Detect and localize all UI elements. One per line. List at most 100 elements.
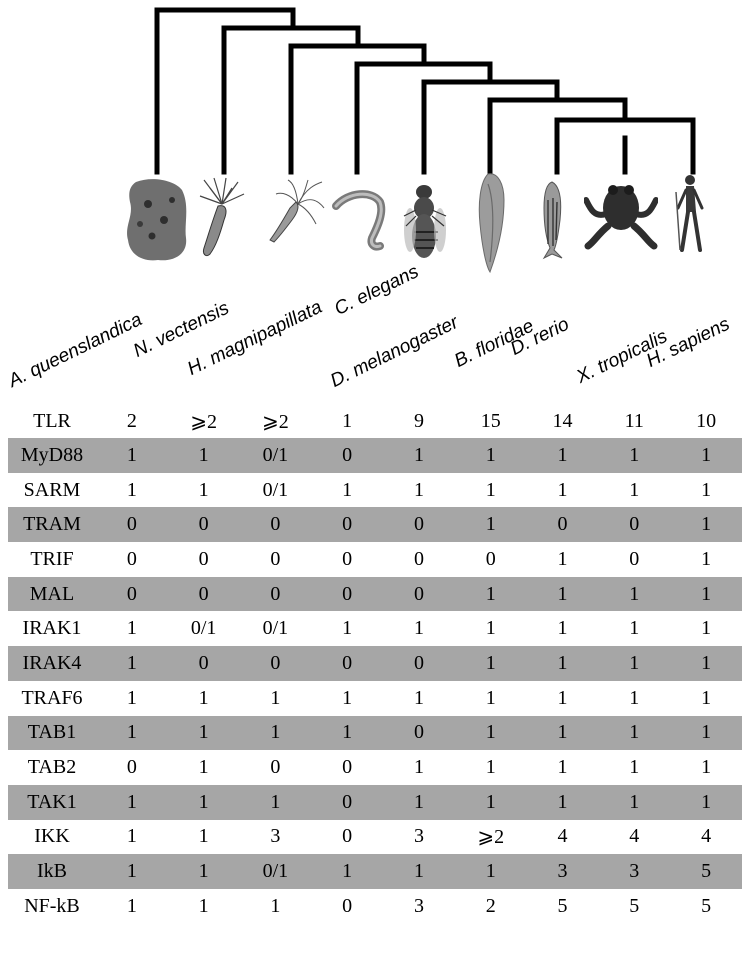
- gene-count-cell: 1: [701, 617, 712, 640]
- gene-name-cell: MAL: [8, 576, 96, 612]
- gene-count-cell: 1: [454, 784, 527, 820]
- gene-count-cell: 1: [526, 438, 599, 473]
- species-label: A. queenslandica: [5, 309, 146, 392]
- tree-branch: [154, 7, 296, 175]
- gene-count-cell: 0: [342, 894, 353, 917]
- tree-branch: [421, 79, 560, 175]
- gene-count-cell: 5: [701, 894, 712, 917]
- gene-name-cell: TLR: [33, 409, 71, 432]
- gene-count-cell: 0: [311, 576, 384, 612]
- gene-count-cell: 1: [383, 854, 455, 889]
- gene-count-cell: 1: [701, 756, 712, 779]
- gene-count-cell: 1: [629, 686, 640, 709]
- gene-count-cell: 0/1: [190, 617, 217, 640]
- gene-count-cell: 14: [552, 409, 573, 432]
- gene-count-cell: 1: [557, 478, 568, 501]
- gene-count-cell: 0: [270, 547, 281, 570]
- species-label: C. elegans: [331, 261, 423, 320]
- gene-count-cell: 1: [383, 438, 455, 473]
- gene-count-cell: 0: [167, 646, 240, 681]
- gene-count-cell: 1: [485, 756, 496, 779]
- gene-count-cell: 1: [598, 438, 671, 473]
- gene-count-cell: 0/1: [262, 478, 289, 501]
- gene-count-cell: 1: [454, 646, 527, 681]
- gene-name-cell: TRIF: [30, 547, 74, 570]
- gene-count-cell: 4: [557, 825, 568, 848]
- gene-count-cell: 0: [311, 507, 384, 543]
- gene-name-cell: MyD88: [8, 438, 96, 473]
- gene-count-cell: 1: [670, 646, 742, 681]
- gene-count-cell: 2: [126, 409, 137, 432]
- table-row: TRAF6 1 1 1 1 1 1 1 1 1: [8, 681, 742, 716]
- gene-count-cell: 1: [342, 478, 353, 501]
- gene-count-cell: 0: [383, 715, 455, 751]
- gene-count-cell: 0: [598, 507, 671, 543]
- gene-name-cell: SARM: [23, 478, 81, 501]
- gene-count-cell: 1: [598, 646, 671, 681]
- table-row: MAL 0 0 0 0 0 1 1 1 1: [8, 576, 742, 612]
- phylogenetic-tree: [154, 7, 696, 175]
- gene-count-cell: 0: [198, 547, 209, 570]
- gene-count-cell: 5: [557, 894, 568, 917]
- gene-count-cell: 0: [239, 507, 312, 543]
- gene-count-cell: 3: [526, 854, 599, 889]
- gene-count-cell: 9: [413, 409, 424, 432]
- gene-count-cell: 10: [696, 409, 717, 432]
- gene-count-cell: 1: [670, 576, 742, 612]
- gene-count-cell: 1: [311, 715, 384, 751]
- gene-name-cell: IKK: [34, 825, 70, 848]
- tree-branch: [554, 117, 696, 175]
- gene-count-cell: 1: [701, 547, 712, 570]
- gene-count-cell: 1: [311, 854, 384, 889]
- gene-count-cell: 3: [270, 825, 281, 848]
- gene-name-cell: TAB2: [27, 756, 77, 779]
- gene-count-cell: 1: [96, 715, 168, 751]
- gene-count-cell: 1: [413, 686, 424, 709]
- gene-count-cell: 0: [239, 646, 312, 681]
- gene-count-cell: 0: [383, 646, 455, 681]
- gene-count-cell: 1: [198, 894, 209, 917]
- gene-count-cell: 1: [454, 438, 527, 473]
- gene-count-cell: 4: [701, 825, 712, 848]
- nematode-icon: [332, 190, 386, 251]
- gene-count-cell: 1: [96, 438, 168, 473]
- gene-count-cell: 1: [557, 547, 568, 570]
- gene-count-cell: 1: [526, 576, 599, 612]
- gene-count-cell: 0: [342, 825, 353, 848]
- gene-count-cell: 1: [167, 854, 240, 889]
- gene-count-cell: 5: [629, 894, 640, 917]
- gene-count-cell: 1: [413, 617, 424, 640]
- gene-count-cell: 1: [126, 686, 137, 709]
- table-row: NF-kB 1 1 1 0 3 2 5 5 5: [8, 889, 742, 924]
- gene-count-cell: 1: [167, 784, 240, 820]
- gene-count-cell: 1: [454, 507, 527, 543]
- gene-count-cell: 1: [239, 715, 312, 751]
- table-row: IRAK4 1 0 0 0 0 1 1 1 1: [8, 646, 742, 681]
- gene-count-cell: 1: [413, 756, 424, 779]
- gene-count-cell: 1: [342, 686, 353, 709]
- gene-count-cell: 1: [670, 784, 742, 820]
- gene-count-cell: 1: [701, 686, 712, 709]
- sea-anemone-icon: [199, 177, 245, 257]
- gene-count-cell: 1: [485, 617, 496, 640]
- gene-name-cell: IkB: [8, 854, 96, 889]
- gene-count-cell: 0: [96, 576, 168, 612]
- gene-count-cell: 1: [598, 576, 671, 612]
- gene-count-cell: 0: [485, 547, 496, 570]
- gene-name-cell: TRAF6: [21, 686, 83, 709]
- gene-count-cell: 0: [96, 507, 168, 543]
- gene-count-cell: 1: [526, 715, 599, 751]
- tree-branch: [354, 61, 493, 175]
- human-icon: [675, 175, 704, 252]
- gene-count-cell: 1: [485, 478, 496, 501]
- gene-count-cell: 1: [526, 784, 599, 820]
- gene-count-cell: 1: [126, 825, 137, 848]
- gene-count-cell: 1: [526, 646, 599, 681]
- gene-count-cell: 1: [270, 686, 281, 709]
- gene-name-cell: TRAM: [8, 507, 96, 543]
- gene-name-cell: IRAK1: [22, 617, 82, 640]
- gene-count-cell: 1: [701, 478, 712, 501]
- gene-count-cell: 1: [670, 438, 742, 473]
- gene-count-cell: 1: [598, 784, 671, 820]
